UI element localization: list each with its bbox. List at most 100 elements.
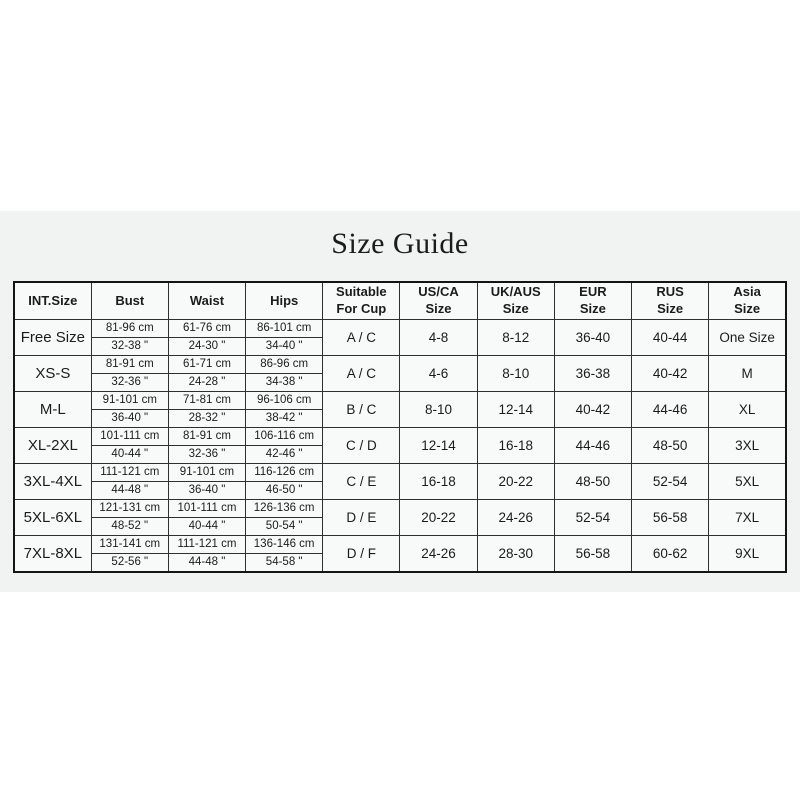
table-row: 5XL-6XL 121-131 cm 101-111 cm 126-136 cm D /… bbox=[13, 499, 787, 536]
cell-waist-cm: 61-76 cm bbox=[167, 319, 247, 338]
cell-uk-aus-size: 8-10 bbox=[476, 355, 555, 392]
cell-hips-cm: 106-116 cm bbox=[245, 427, 324, 446]
column-header-hips: Hips bbox=[245, 281, 324, 320]
column-header-cup: Suitable For Cup bbox=[322, 281, 401, 320]
table-row: 3XL-4XL 111-121 cm 91-101 cm 116-126 cm C / … bbox=[13, 463, 787, 500]
cell-rus-size: 48-50 bbox=[630, 427, 710, 464]
cell-rus-size: 60-62 bbox=[630, 535, 710, 573]
cell-us-ca-size: 4-6 bbox=[399, 355, 478, 392]
table-subrow: 40-44 " 32-36 " 42-46 " bbox=[14, 445, 786, 464]
cell-hips-cm: 86-96 cm bbox=[245, 355, 324, 374]
table-row: 7XL-8XL 131-141 cm 111-121 cm 136-146 cm D /… bbox=[13, 535, 787, 573]
cell-us-ca-size: 24-26 bbox=[399, 535, 478, 573]
cell-cup: A / C bbox=[322, 319, 401, 356]
cell-bust-inch: 40-44 " bbox=[90, 445, 169, 464]
cell-waist-inch: 32-36 " bbox=[167, 445, 247, 464]
size-table-head: INT.Size Bust Waist Hips Suitable For Cup US/C… bbox=[13, 281, 787, 320]
column-header-uk_aus: UK/AUS Size bbox=[476, 281, 555, 320]
cell-asia-size: 5XL bbox=[708, 463, 787, 500]
cell-waist-inch: 36-40 " bbox=[167, 481, 247, 500]
column-header-rus: RUS Size bbox=[630, 281, 710, 320]
cell-waist-inch: 28-32 " bbox=[167, 409, 247, 428]
cell-eur-size: 52-54 bbox=[553, 499, 633, 536]
cell-uk-aus-size: 24-26 bbox=[476, 499, 555, 536]
cell-waist-inch: 44-48 " bbox=[167, 553, 247, 573]
cell-bust-inch: 32-38 " bbox=[90, 337, 169, 356]
cell-hips-cm: 126-136 cm bbox=[245, 499, 324, 518]
page-title: Size Guide bbox=[331, 227, 469, 260]
cell-bust-cm: 101-111 cm bbox=[90, 427, 169, 446]
cell-hips-cm: 96-106 cm bbox=[245, 391, 324, 410]
table-row: XS-S 81-91 cm 61-71 cm 86-96 cm A / C 4-6 8-10… bbox=[13, 355, 787, 392]
cell-bust-inch: 32-36 " bbox=[90, 373, 169, 392]
cell-bust-cm: 121-131 cm bbox=[90, 499, 169, 518]
cell-us-ca-size: 8-10 bbox=[399, 391, 478, 428]
table-subrow: 44-48 " 36-40 " 46-50 " bbox=[14, 481, 786, 500]
cell-rus-size: 44-46 bbox=[630, 391, 710, 428]
cell-hips-inch: 46-50 " bbox=[245, 481, 324, 500]
cell-waist-cm: 91-101 cm bbox=[167, 463, 247, 482]
cell-uk-aus-size: 12-14 bbox=[476, 391, 555, 428]
cell-int-size: 7XL-8XL bbox=[13, 535, 92, 573]
cell-cup: B / C bbox=[322, 391, 401, 428]
cell-eur-size: 44-46 bbox=[553, 427, 633, 464]
cell-hips-inch: 34-40 " bbox=[245, 337, 324, 356]
table-row: M-L 91-101 cm 71-81 cm 96-106 cm B / C 8-10 12… bbox=[13, 391, 787, 428]
cell-uk-aus-size: 8-12 bbox=[476, 319, 555, 356]
cell-us-ca-size: 20-22 bbox=[399, 499, 478, 536]
cell-waist-inch: 24-30 " bbox=[167, 337, 247, 356]
cell-bust-cm: 91-101 cm bbox=[90, 391, 169, 410]
cell-cup: C / D bbox=[322, 427, 401, 464]
cell-bust-inch: 36-40 " bbox=[90, 409, 169, 428]
header-row: INT.Size Bust Waist Hips Suitable For Cup US/C… bbox=[13, 281, 787, 320]
cell-waist-inch: 24-28 " bbox=[167, 373, 247, 392]
cell-waist-cm: 61-71 cm bbox=[167, 355, 247, 374]
cell-hips-cm: 116-126 cm bbox=[245, 463, 324, 482]
cell-cup: C / E bbox=[322, 463, 401, 500]
cell-bust-inch: 44-48 " bbox=[90, 481, 169, 500]
cell-int-size: Free Size bbox=[13, 319, 92, 356]
cell-cup: A / C bbox=[322, 355, 401, 392]
column-header-asia: Asia Size bbox=[708, 281, 787, 320]
cell-rus-size: 40-42 bbox=[630, 355, 710, 392]
cell-uk-aus-size: 28-30 bbox=[476, 535, 555, 573]
cell-bust-cm: 81-91 cm bbox=[90, 355, 169, 374]
column-header-eur: EUR Size bbox=[553, 281, 633, 320]
table-subrow: 52-56 " 44-48 " 54-58 " bbox=[14, 553, 786, 573]
cell-asia-size: M bbox=[708, 355, 787, 392]
cell-us-ca-size: 4-8 bbox=[399, 319, 478, 356]
cell-int-size: M-L bbox=[13, 391, 92, 428]
cell-waist-cm: 81-91 cm bbox=[167, 427, 247, 446]
cell-bust-inch: 48-52 " bbox=[90, 517, 169, 536]
cell-asia-size: 3XL bbox=[708, 427, 787, 464]
column-header-int_size: INT.Size bbox=[13, 281, 92, 320]
cell-eur-size: 56-58 bbox=[553, 535, 633, 573]
cell-waist-cm: 101-111 cm bbox=[167, 499, 247, 518]
cell-waist-cm: 71-81 cm bbox=[167, 391, 247, 410]
table-subrow: 48-52 " 40-44 " 50-54 " bbox=[14, 517, 786, 536]
cell-us-ca-size: 12-14 bbox=[399, 427, 478, 464]
cell-asia-size: 7XL bbox=[708, 499, 787, 536]
cell-hips-inch: 34-38 " bbox=[245, 373, 324, 392]
cell-waist-inch: 40-44 " bbox=[167, 517, 247, 536]
column-header-waist: Waist bbox=[167, 281, 247, 320]
cell-bust-cm: 111-121 cm bbox=[90, 463, 169, 482]
size-table: INT.Size Bust Waist Hips Suitable For Cup US/C… bbox=[13, 281, 787, 573]
cell-rus-size: 56-58 bbox=[630, 499, 710, 536]
cell-asia-size: XL bbox=[708, 391, 787, 428]
cell-int-size: XL-2XL bbox=[13, 427, 92, 464]
cell-asia-size: 9XL bbox=[708, 535, 787, 573]
cell-hips-cm: 136-146 cm bbox=[245, 535, 324, 554]
cell-hips-inch: 42-46 " bbox=[245, 445, 324, 464]
cell-bust-cm: 81-96 cm bbox=[90, 319, 169, 338]
cell-waist-cm: 111-121 cm bbox=[167, 535, 247, 554]
cell-rus-size: 40-44 bbox=[630, 319, 710, 356]
cell-int-size: 3XL-4XL bbox=[13, 463, 92, 500]
column-header-us_ca: US/CA Size bbox=[399, 281, 478, 320]
cell-bust-cm: 131-141 cm bbox=[90, 535, 169, 554]
cell-uk-aus-size: 20-22 bbox=[476, 463, 555, 500]
